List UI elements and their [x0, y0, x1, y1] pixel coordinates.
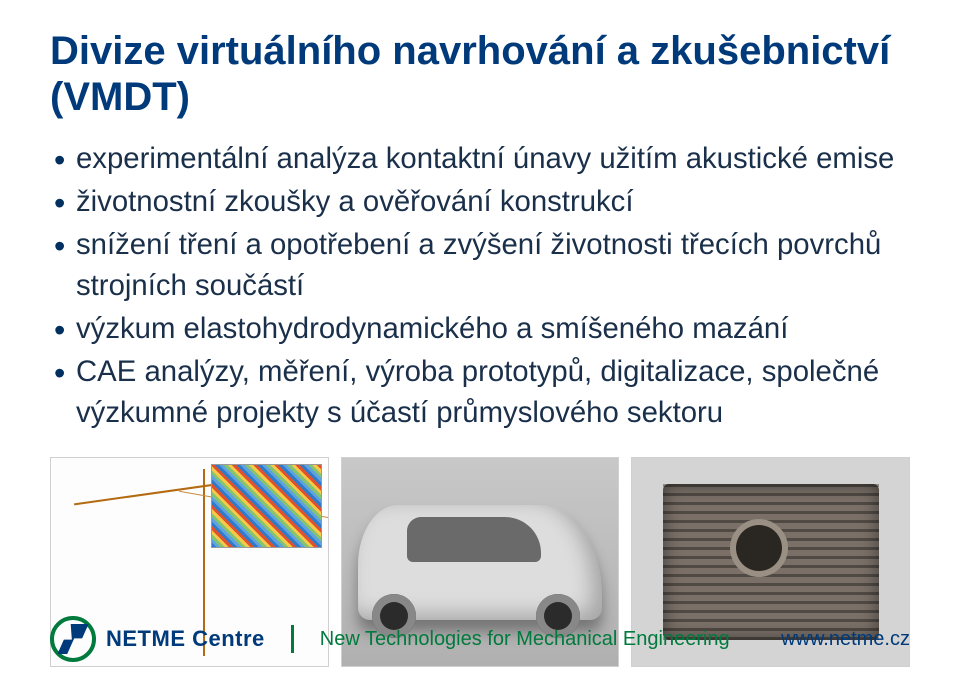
footer: NETME Centre New Technologies for Mechan… [0, 598, 960, 680]
footer-tagline: New Technologies for Mechanical Engineer… [320, 628, 781, 651]
footer-brand: NETME Centre [106, 626, 265, 652]
bullet-item: experimentální analýza kontaktní únavy u… [54, 138, 910, 179]
footer-divider [291, 625, 294, 653]
bullet-item: výzkum elastohydrodynamického a smíšenéh… [54, 308, 910, 349]
slide-title: Divize virtuálního navrhování a zkušebni… [50, 28, 910, 120]
bullet-item: životnostní zkoušky a ověřování konstruk… [54, 181, 910, 222]
logo-icon [50, 616, 96, 662]
bullet-item: snížení tření a opotřebení a zvýšení živ… [54, 224, 910, 306]
bullet-item: CAE analýzy, měření, výroba prototypů, d… [54, 351, 910, 433]
bullet-list: experimentální analýza kontaktní únavy u… [50, 138, 910, 435]
slide: Divize virtuálního navrhování a zkušebni… [0, 0, 960, 680]
footer-logo: NETME Centre [50, 616, 265, 662]
footer-url: www.netme.cz [781, 628, 910, 651]
